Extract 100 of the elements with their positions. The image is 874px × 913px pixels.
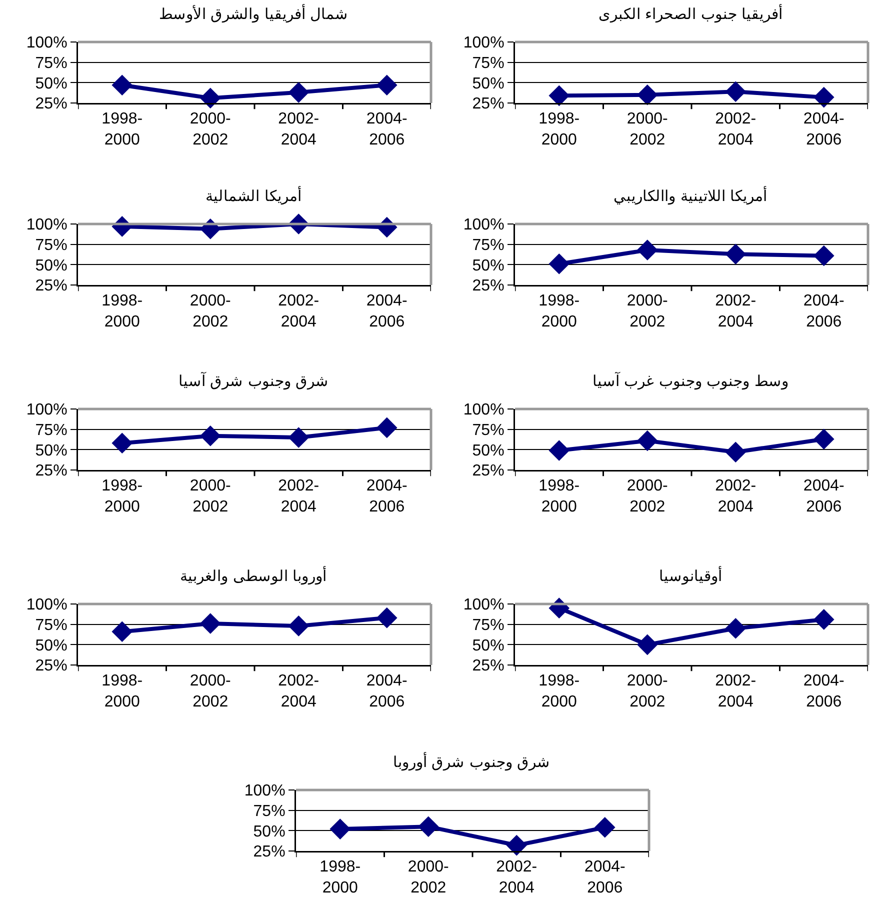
y-tick-label: 75% bbox=[472, 422, 504, 439]
point bbox=[548, 253, 570, 274]
point bbox=[725, 618, 746, 639]
x-tick-label: 2000-2002 bbox=[626, 478, 668, 516]
y-tick-label: 50% bbox=[35, 75, 68, 92]
chart-title: شمال أفريقيا والشرق الأوسط bbox=[158, 4, 348, 23]
y-tick-label: 100% bbox=[463, 34, 504, 52]
point bbox=[548, 440, 570, 461]
point bbox=[376, 417, 398, 438]
y-tick-label: 100% bbox=[244, 782, 286, 800]
x-tick-label: 1998-2000 bbox=[102, 110, 143, 148]
x-tick-label: 2004-2006 bbox=[366, 672, 408, 710]
y-tick-label: 25% bbox=[35, 96, 68, 113]
y-tick-label: 75% bbox=[35, 236, 68, 254]
y-tick-label: 50% bbox=[35, 637, 68, 654]
y-tick-label: 100% bbox=[26, 596, 68, 614]
point bbox=[636, 240, 658, 260]
x-tick-label: 1998-2000 bbox=[320, 858, 361, 896]
point bbox=[200, 613, 221, 634]
y-tick-label: 25% bbox=[35, 278, 68, 295]
x-tick-label: 2004-2006 bbox=[366, 478, 408, 516]
y-tick-label: 75% bbox=[472, 236, 504, 254]
x-tick-label: 2002-2004 bbox=[715, 110, 756, 148]
y-tick-label: 50% bbox=[472, 257, 504, 274]
chart-title: شرق وجنوب شرق آسيا bbox=[178, 372, 329, 390]
y-tick-label: 75% bbox=[35, 54, 68, 72]
chart-title: أوقيانوسيا bbox=[658, 566, 722, 585]
x-tick-label: 1998-2000 bbox=[538, 292, 580, 330]
x-tick-label: 2000-2002 bbox=[408, 858, 449, 896]
y-tick-label: 100% bbox=[463, 596, 504, 614]
x-tick-label: 2002-2004 bbox=[715, 672, 756, 710]
y-tick-label: 50% bbox=[253, 823, 286, 840]
point bbox=[376, 607, 398, 628]
x-tick-label: 2002-2004 bbox=[715, 292, 756, 330]
x-tick-label: 2000-2002 bbox=[190, 478, 231, 516]
y-tick-label: 100% bbox=[26, 402, 68, 419]
y-tick-label: 100% bbox=[26, 216, 68, 234]
point bbox=[112, 621, 133, 642]
point bbox=[288, 82, 310, 103]
y-tick-label: 25% bbox=[472, 658, 504, 675]
y-tick-label: 100% bbox=[463, 216, 504, 234]
y-tick-label: 75% bbox=[35, 616, 68, 634]
chart-title: أفريقيا جنوب الصحراء الكبرى bbox=[598, 4, 783, 23]
point bbox=[506, 834, 528, 856]
point bbox=[200, 88, 221, 109]
point bbox=[725, 442, 746, 463]
y-tick-label: 50% bbox=[472, 442, 504, 460]
x-tick-label: 1998-2000 bbox=[538, 672, 580, 710]
chart-title: أمريكا اللاتينية واالكاريبي bbox=[614, 186, 768, 205]
x-tick-label: 2004-2006 bbox=[803, 478, 844, 516]
y-tick-label: 50% bbox=[472, 637, 504, 654]
x-tick-label: 2002-2004 bbox=[278, 110, 320, 148]
y-tick-label: 50% bbox=[35, 442, 68, 460]
x-tick-label: 2004-2006 bbox=[366, 292, 408, 330]
x-tick-label: 2000-2002 bbox=[626, 110, 668, 148]
y-tick-label: 25% bbox=[35, 658, 68, 675]
y-tick-label: 100% bbox=[26, 34, 68, 52]
x-tick-label: 2000-2002 bbox=[190, 672, 231, 710]
y-tick-label: 25% bbox=[472, 96, 504, 113]
chart-title: شرق وجنوب شرق أوروبا bbox=[392, 752, 550, 771]
x-tick-label: 2000-2002 bbox=[626, 672, 668, 710]
y-tick-label: 25% bbox=[253, 844, 286, 861]
y-tick-label: 50% bbox=[472, 75, 504, 92]
x-tick-label: 2002-2004 bbox=[278, 672, 320, 710]
y-tick-label: 75% bbox=[472, 616, 504, 634]
y-tick-label: 50% bbox=[35, 257, 68, 274]
x-tick-label: 1998-2000 bbox=[102, 672, 143, 710]
chart-title: أمريكا الشمالية bbox=[206, 186, 302, 205]
x-tick-label: 1998-2000 bbox=[538, 110, 580, 148]
x-tick-label: 2002-2004 bbox=[278, 292, 320, 330]
point bbox=[288, 616, 310, 636]
x-tick-label: 2002-2004 bbox=[496, 858, 538, 896]
y-tick-label: 100% bbox=[463, 402, 504, 419]
chart-title: وسط وجنوب وجنوب غرب آسيا bbox=[592, 372, 788, 390]
x-tick-label: 1998-2000 bbox=[538, 478, 580, 516]
chart-title: أوروبا الوسطى والغربية bbox=[180, 566, 327, 585]
point bbox=[725, 244, 746, 264]
point bbox=[594, 817, 616, 838]
x-tick-label: 2004-2006 bbox=[584, 858, 626, 896]
x-tick-label: 2004-2006 bbox=[803, 110, 844, 148]
point bbox=[288, 427, 310, 448]
x-tick-label: 2000-2002 bbox=[190, 110, 231, 148]
x-tick-label: 1998-2000 bbox=[102, 292, 143, 330]
point bbox=[636, 634, 658, 656]
y-tick-label: 25% bbox=[472, 462, 504, 480]
point bbox=[330, 818, 351, 840]
point bbox=[636, 430, 658, 452]
point bbox=[813, 609, 834, 630]
y-tick-label: 75% bbox=[472, 54, 504, 72]
point bbox=[200, 425, 221, 446]
y-tick-label: 75% bbox=[253, 802, 286, 820]
x-tick-label: 2004-2006 bbox=[366, 110, 408, 148]
x-tick-label: 2000-2002 bbox=[626, 292, 668, 330]
x-tick-label: 1998-2000 bbox=[102, 478, 143, 516]
point bbox=[376, 74, 398, 96]
y-tick-label: 75% bbox=[35, 422, 68, 439]
point bbox=[112, 74, 133, 96]
y-tick-label: 25% bbox=[35, 462, 68, 480]
x-tick-label: 2004-2006 bbox=[803, 672, 844, 710]
x-tick-label: 2000-2002 bbox=[190, 292, 231, 330]
